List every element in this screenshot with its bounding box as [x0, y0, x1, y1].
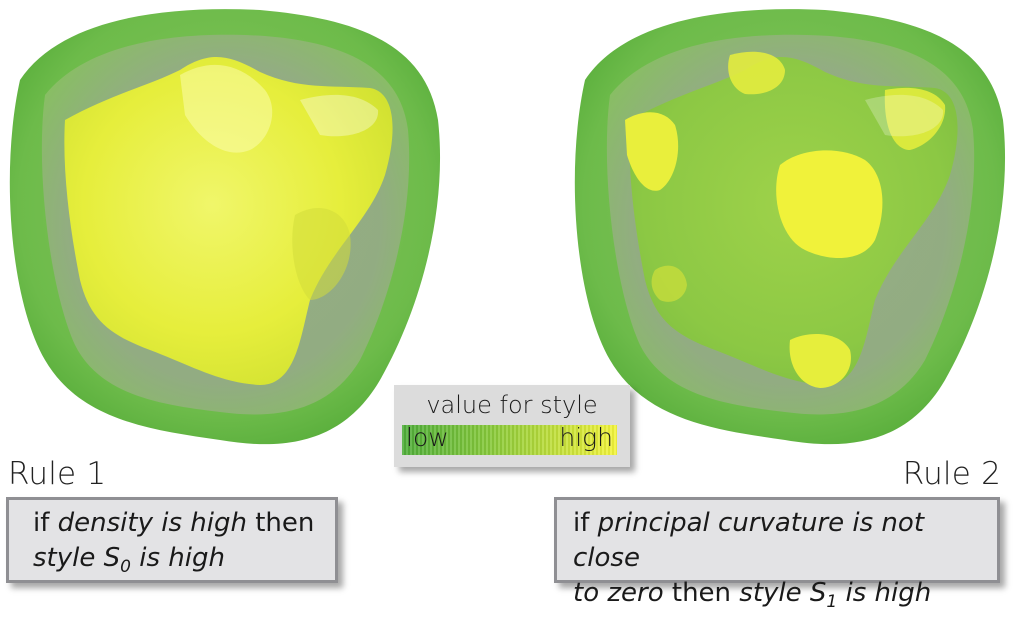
rule1-title: Rule 1 — [8, 456, 107, 492]
rule2-style: style S — [739, 578, 827, 608]
high-patch-topright — [884, 87, 946, 150]
rule1-style: style S — [33, 543, 121, 573]
rule2-then: then — [663, 578, 740, 608]
rule2-if: if — [573, 508, 598, 538]
core-surface — [64, 57, 393, 385]
rule1-then: then — [246, 508, 315, 538]
rule2-condition: principal curvature is not close — [573, 508, 925, 573]
color-legend: value for style low high — [394, 385, 630, 467]
rule1-condition: density is high — [57, 508, 247, 538]
high-patch-center — [776, 150, 883, 259]
rule1-if: if — [33, 508, 58, 538]
figure: Rule 1 if density is high then style S0 … — [6, 9, 1006, 612]
rule2-style-subscript: 1 — [826, 592, 838, 612]
legend-color-bar: low high — [402, 423, 617, 455]
rule2-visualization — [574, 9, 1006, 445]
rule2-consequence: is high — [837, 578, 932, 608]
legend-title: value for style — [426, 391, 598, 419]
rule2-description: if principal curvature is not close to z… — [554, 497, 1000, 612]
rule1-line1: if density is high then — [33, 506, 321, 541]
rule1-style-subscript: 0 — [120, 557, 131, 577]
rule1-visualization — [9, 9, 441, 445]
legend-low-label: low — [406, 423, 449, 452]
high-patch-bottom — [789, 334, 851, 388]
legend-high-label: high — [559, 423, 613, 452]
rule2-line1: if principal curvature is not close — [573, 506, 983, 576]
rule2-line2: to zero then style S1 is high — [573, 576, 983, 620]
high-patch-left — [625, 112, 679, 191]
rule1-consequence: is high — [130, 543, 225, 573]
rule1-line2: style S0 is high — [33, 541, 321, 585]
rule2-condition-end: to zero — [573, 578, 664, 608]
high-patch-top — [728, 51, 785, 95]
rule1-description: if density is high then style S0 is high — [6, 497, 338, 583]
rule2-title: Rule 2 — [902, 456, 1001, 492]
